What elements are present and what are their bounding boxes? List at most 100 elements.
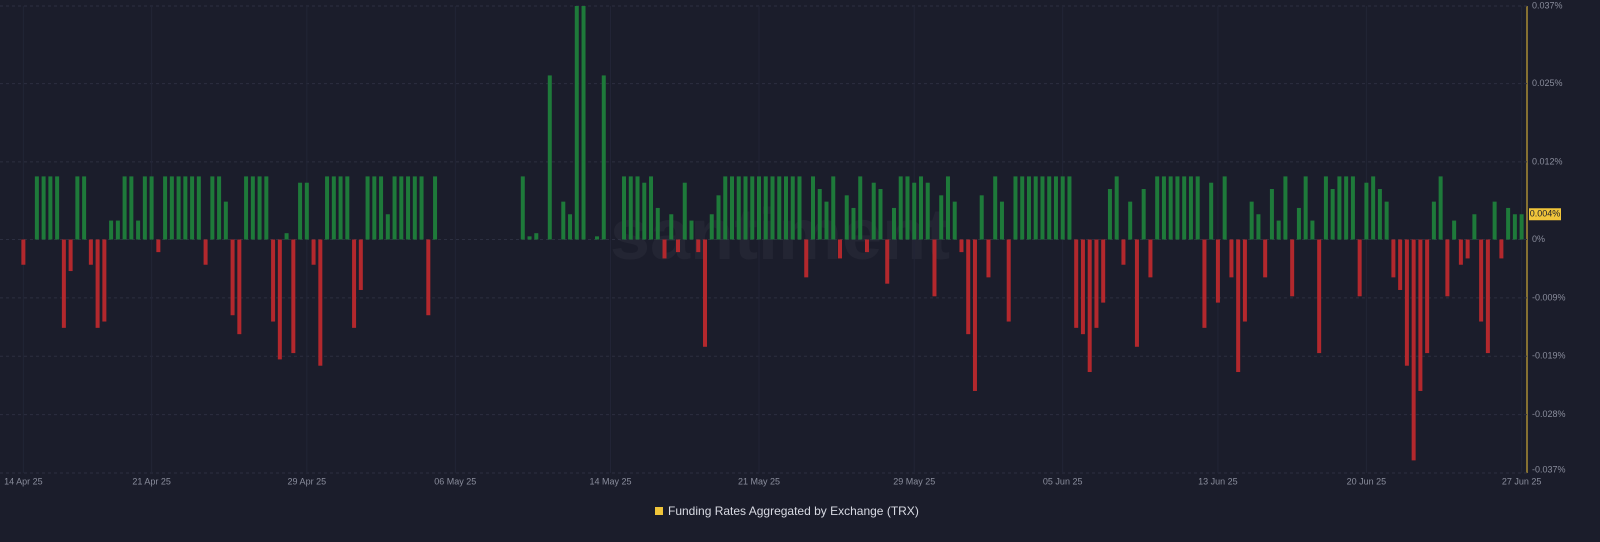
x-tick-label: 06 May 25 xyxy=(434,476,476,486)
bar xyxy=(804,239,809,278)
bar xyxy=(736,176,741,240)
bar xyxy=(1398,239,1403,290)
bar xyxy=(1020,176,1025,240)
bar xyxy=(264,176,269,240)
bar xyxy=(1215,239,1220,303)
bar xyxy=(844,195,849,240)
bar xyxy=(1344,176,1349,240)
bar xyxy=(905,176,910,240)
bar xyxy=(763,176,768,240)
bar xyxy=(156,239,161,253)
bar xyxy=(1026,176,1031,240)
bar xyxy=(345,176,350,240)
bar xyxy=(304,182,309,240)
bar xyxy=(777,176,782,240)
legend-label: Funding Rates Aggregated by Exchange (TR… xyxy=(668,504,919,518)
bar xyxy=(1013,176,1018,240)
bar xyxy=(1337,176,1342,240)
bar xyxy=(979,195,984,240)
bar xyxy=(662,239,667,259)
bar xyxy=(136,220,141,240)
bar xyxy=(831,176,836,240)
bar xyxy=(939,195,944,240)
y-tick-label: 0% xyxy=(1532,234,1545,244)
bar xyxy=(1134,239,1139,347)
bar xyxy=(426,239,431,316)
bar xyxy=(1357,239,1362,297)
bar xyxy=(1209,182,1214,240)
bar xyxy=(1391,239,1396,278)
bar xyxy=(1465,239,1470,259)
bar xyxy=(770,176,775,240)
bar xyxy=(1519,214,1524,240)
bar xyxy=(1128,201,1133,240)
bar xyxy=(1236,239,1241,373)
bar xyxy=(783,176,788,240)
bar xyxy=(945,176,950,240)
bar xyxy=(372,176,377,240)
bar xyxy=(291,239,296,354)
bar xyxy=(385,214,390,240)
bar xyxy=(1506,207,1511,240)
bar xyxy=(757,176,762,240)
bar xyxy=(365,176,370,240)
bar xyxy=(966,239,971,335)
bar xyxy=(1121,239,1126,265)
bar xyxy=(41,176,46,240)
bar xyxy=(1458,239,1463,265)
bar xyxy=(284,233,289,240)
bar xyxy=(730,176,735,240)
bar xyxy=(1438,176,1443,240)
bar xyxy=(34,176,39,240)
bar xyxy=(1303,176,1308,240)
bar xyxy=(1074,239,1079,328)
bar xyxy=(716,195,721,240)
bar xyxy=(1377,189,1382,240)
bar xyxy=(1006,239,1011,322)
bar xyxy=(864,239,869,253)
bar xyxy=(1310,220,1315,240)
bar xyxy=(1492,201,1497,240)
bar xyxy=(379,176,384,240)
bar xyxy=(1033,176,1038,240)
bar xyxy=(912,182,917,240)
bar xyxy=(1296,207,1301,240)
bar xyxy=(1283,176,1288,240)
bar xyxy=(1263,239,1268,278)
bar xyxy=(1141,189,1146,240)
bar xyxy=(1256,214,1261,240)
bar xyxy=(1479,239,1484,322)
bar xyxy=(750,176,755,240)
bar xyxy=(109,220,114,240)
bar xyxy=(1182,176,1187,240)
bar xyxy=(1425,239,1430,354)
bar xyxy=(925,182,930,240)
bar xyxy=(534,233,539,240)
bar xyxy=(68,239,73,272)
x-tick-label: 29 Apr 25 xyxy=(288,476,327,486)
x-tick-label: 20 Jun 25 xyxy=(1347,476,1387,486)
bar xyxy=(932,239,937,297)
bar xyxy=(824,201,829,240)
bar xyxy=(655,207,660,240)
bar xyxy=(1229,239,1234,278)
bar xyxy=(1222,176,1227,240)
y-tick-label: 0.025% xyxy=(1532,78,1563,88)
bar xyxy=(622,176,627,240)
bar xyxy=(527,236,532,240)
bar xyxy=(176,176,181,240)
bar xyxy=(1067,176,1072,240)
bar xyxy=(311,239,316,265)
bar xyxy=(1452,220,1457,240)
bar xyxy=(244,176,249,240)
bar xyxy=(878,189,883,240)
bar xyxy=(1168,176,1173,240)
bar xyxy=(48,176,53,240)
bar xyxy=(1290,239,1295,297)
bar xyxy=(196,176,201,240)
bar xyxy=(1107,189,1112,240)
bar xyxy=(169,176,174,240)
bar xyxy=(1202,239,1207,328)
